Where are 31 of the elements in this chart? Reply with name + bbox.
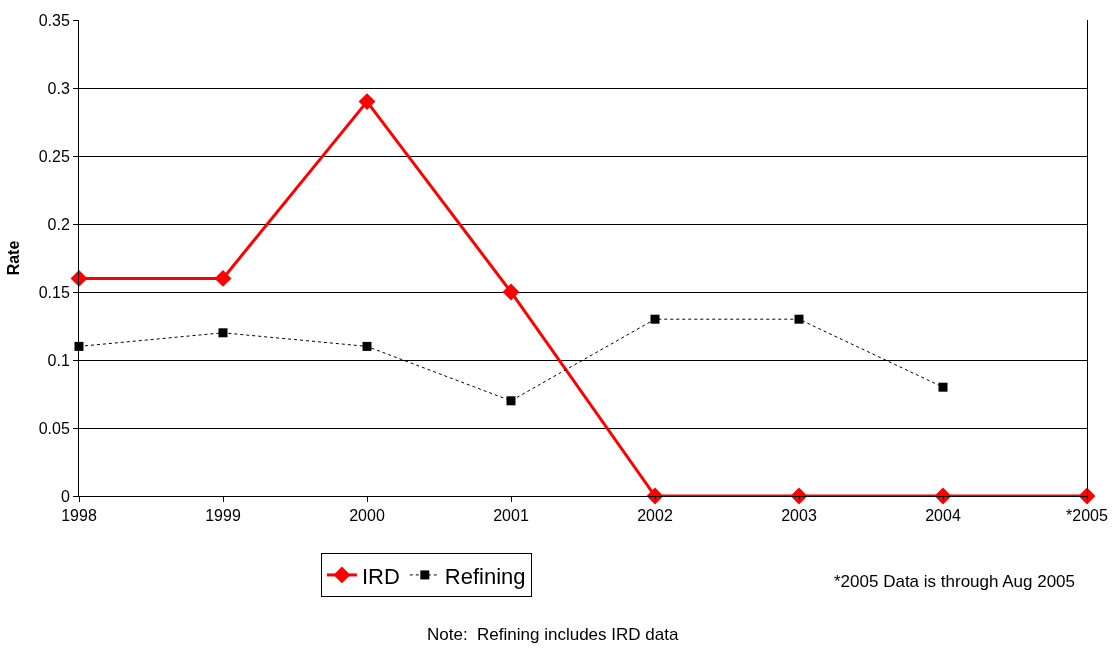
point — [794, 314, 804, 324]
y-tick-label: 0.1 — [47, 351, 70, 369]
x-tick-label: 1998 — [61, 507, 97, 525]
point — [502, 283, 520, 301]
y-tick-label: 0.05 — [38, 419, 70, 437]
x-tick-label: 2004 — [925, 507, 961, 525]
text: Note: Refining includes IRD data — [427, 625, 679, 644]
x-tick-label: *2005 — [1066, 507, 1109, 525]
point — [938, 382, 948, 392]
point — [506, 396, 516, 406]
y-tick-label: 0.15 — [38, 283, 70, 301]
y-tick-label: 0 — [60, 487, 70, 505]
point — [650, 314, 660, 324]
x-tick-label: 2001 — [493, 507, 529, 525]
y-tick-label: 0.3 — [47, 79, 70, 97]
x-tick-label: 2002 — [637, 507, 673, 525]
point — [218, 328, 228, 338]
x-tick-label: 2003 — [781, 507, 817, 525]
legend-label: IRD — [361, 563, 400, 589]
x-tick-label: 2000 — [349, 507, 385, 525]
y-axis-title: Rate — [4, 240, 22, 276]
text: *2005 Data is through Aug 2005 — [834, 572, 1076, 591]
x-tick-label: 1999 — [205, 507, 241, 525]
point — [70, 269, 88, 287]
legend-label: Refining — [444, 563, 526, 589]
point — [362, 341, 372, 351]
point — [214, 269, 232, 287]
y-tick-label: 0.35 — [38, 11, 70, 29]
y-tick-label: 0.25 — [38, 147, 70, 165]
y-tick-label: 0.2 — [47, 215, 70, 233]
point — [358, 93, 376, 111]
